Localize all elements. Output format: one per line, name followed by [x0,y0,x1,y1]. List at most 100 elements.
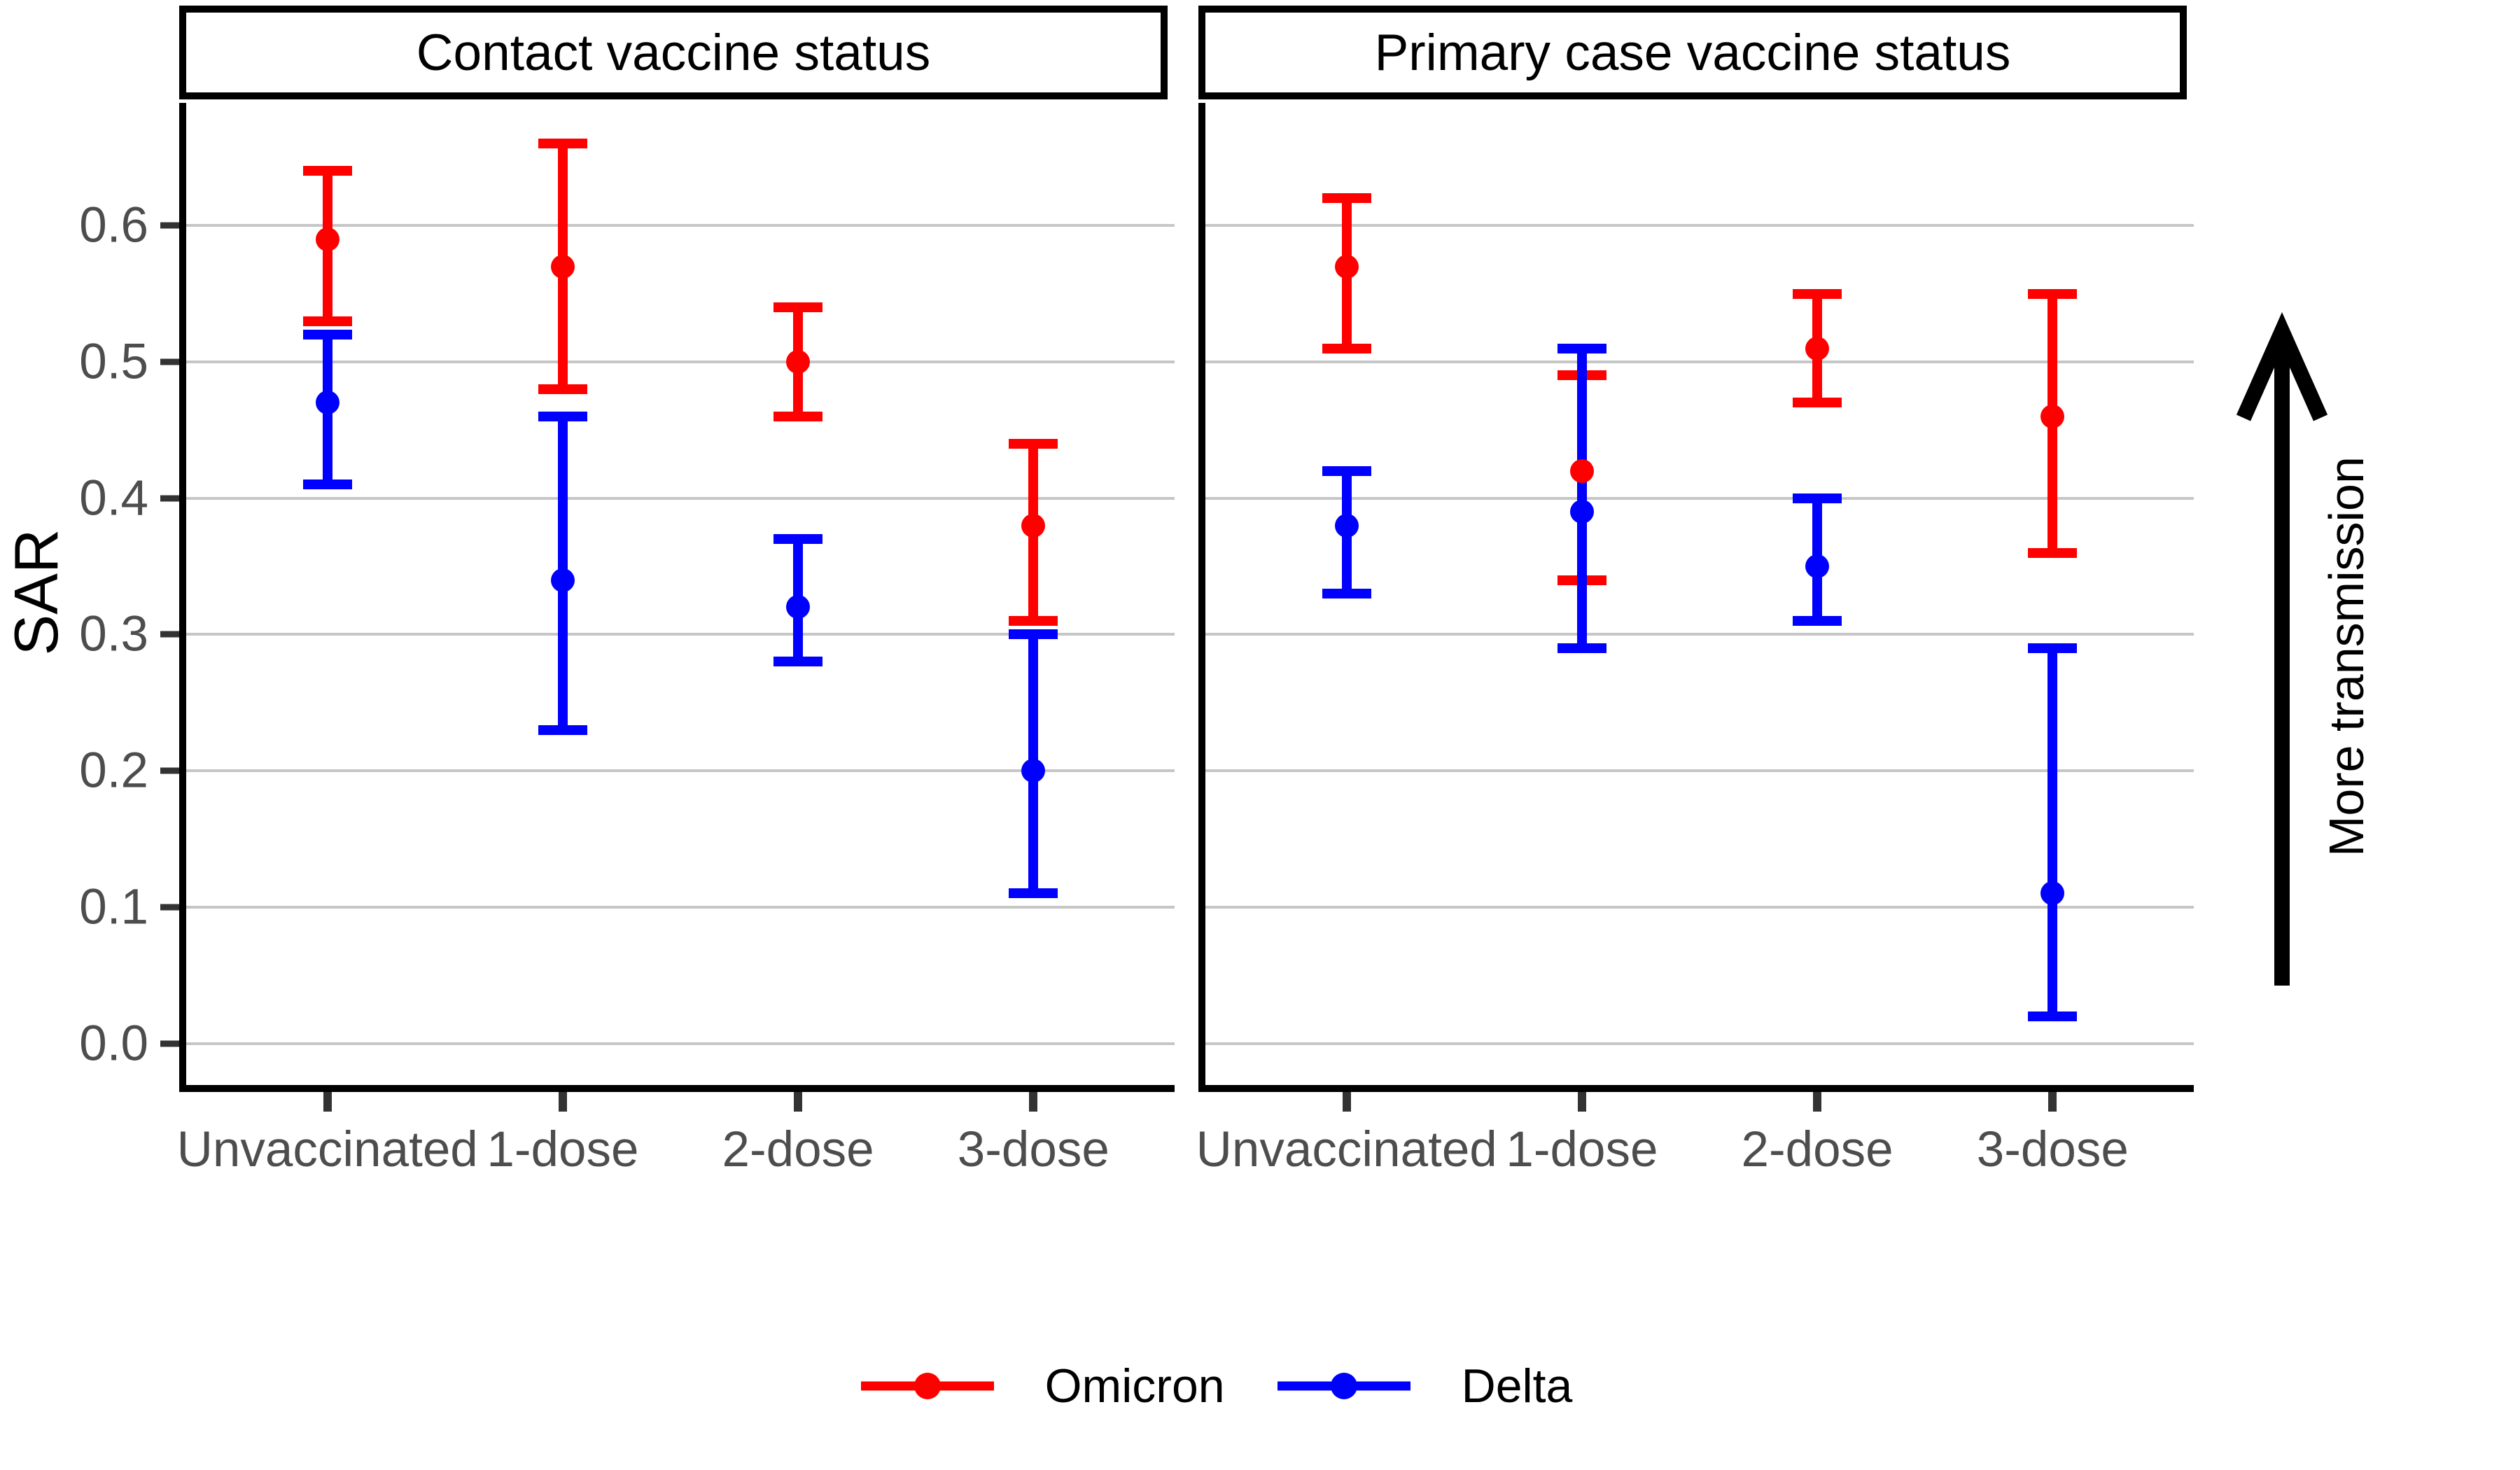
gridline [1205,633,2194,636]
gridline [1205,1042,2194,1045]
point-omicron-unvaccinated [315,227,340,251]
y-axis: 0.0 0.1 0.2 0.3 0.4 0.5 0.6 [0,103,179,1085]
errorbar-cap-upper [302,330,352,340]
point-omicron-unvaccinated [1334,254,1359,279]
gridline [186,1042,1175,1045]
x-tick-label: 3-dose [1976,1122,2129,1177]
point-delta-2-dose [786,595,811,620]
errorbar-cap-upper [538,411,587,421]
legend-item-omicron: Omicron [860,1348,1225,1424]
facet-strip-primary-label: Primary case vaccine status [1374,24,2011,81]
gridline [186,769,1175,773]
gridline [186,360,1175,363]
x-tick-label: 2-dose [1741,1122,1893,1177]
errorbar-cap-lower [774,657,823,667]
errorbar-cap-lower [1322,343,1371,354]
point-delta-unvaccinated [315,391,340,415]
facet-strip-contact: Contact vaccine status [179,6,1168,99]
y-tick [160,1040,179,1047]
gridline [186,633,1175,636]
errorbar-cap-upper [302,166,352,176]
errorbar-cap-upper [774,534,823,545]
x-tick-label: Unvaccinated [176,1122,478,1177]
y-tick-label: 0.4 [79,470,148,526]
more-transmission-label: More transmission [2319,456,2374,857]
x-tick [1342,1092,1351,1112]
y-tick [160,904,179,911]
errorbar-cap-upper [1793,288,1842,299]
legend-label: Delta [1461,1359,1573,1413]
errorbar-cap-lower [1557,643,1606,653]
gridline [186,905,1175,909]
up-arrow-icon [2236,312,2328,986]
x-tick [1577,1092,1586,1112]
gridline [186,224,1175,227]
point-omicron-2-dose [786,349,811,374]
panel-contact-vaccine-status: Unvaccinated 1-dose 2-dose 3-dose [177,103,1175,1177]
errorbar-cap-upper [774,302,823,313]
x-tick-label: 1-dose [1506,1122,1658,1177]
errorbar-cap-upper [1322,465,1371,476]
errorbar-cap-lower [1009,615,1058,626]
x-tick-label: Unvaccinated [1196,1122,1497,1177]
x-tick-label: 1-dose [486,1122,639,1177]
gridline [1205,360,2194,363]
errorbar-cap-upper [1557,343,1606,354]
point-delta-unvaccinated [1334,513,1359,538]
point-delta-2-dose [1805,554,1830,579]
gridline [1205,496,2194,500]
errorbar-cap-lower [302,479,352,490]
x-tick [794,1092,803,1112]
y-tick [160,222,179,229]
panel-primary-case-vaccine-status: Unvaccinated 1-dose 2-dose 3-dose [1196,103,2194,1177]
errorbar-cap-upper [1009,438,1058,449]
y-tick-label: 0.3 [79,606,148,662]
legend-key-omicron-icon [860,1348,994,1424]
gridline [1205,905,2194,909]
point-delta-1-dose [550,568,575,592]
y-tick-label: 0.5 [79,334,148,390]
point-delta-1-dose [1569,500,1594,524]
errorbar-cap-lower [538,384,587,394]
point-omicron-1-dose [550,254,575,279]
y-tick-label: 0.2 [79,743,148,799]
errorbar-cap-upper [2028,643,2078,653]
errorbar-cap-upper [1793,493,1842,503]
y-tick-label: 0.1 [79,879,148,935]
x-tick [1029,1092,1038,1112]
y-tick [160,631,179,638]
y-tick-label: 0.6 [79,197,148,253]
facet-strip-primary: Primary case vaccine status [1198,6,2187,99]
errorbar-cap-lower [538,724,587,735]
legend-point-icon [1330,1373,1357,1399]
x-tick [558,1092,567,1112]
gridline [1205,769,2194,773]
x-tick-label: 3-dose [957,1122,1110,1177]
y-tick-label: 0.0 [79,1016,148,1072]
errorbar-cap-upper [1009,629,1058,640]
errorbar-cap-lower [302,316,352,326]
x-tick [1813,1092,1822,1112]
errorbar-delta-1-dose [1576,348,1587,648]
point-omicron-3-dose [1021,513,1046,538]
errorbar-cap-upper [538,139,587,149]
legend-point-icon [913,1373,941,1399]
errorbar-cap-lower [1009,888,1058,899]
point-omicron-3-dose [2040,404,2065,428]
errorbar-cap-lower [2028,1011,2078,1021]
errorbar-cap-lower [2028,547,2078,558]
errorbar-cap-lower [1793,398,1842,408]
x-tick-label: 2-dose [722,1122,874,1177]
errorbar-cap-upper [1322,193,1371,204]
errorbar-cap-upper [2028,288,2078,299]
point-omicron-1-dose [1569,458,1594,483]
gridline [1205,224,2194,227]
errorbar-cap-lower [1322,589,1371,598]
errorbar-cap-lower [774,411,823,421]
y-tick [160,495,179,502]
errorbar-cap-lower [1793,615,1842,626]
legend-key-delta-icon [1277,1348,1410,1424]
point-omicron-2-dose [1805,336,1830,360]
legend-item-delta: Delta [1277,1348,1573,1424]
